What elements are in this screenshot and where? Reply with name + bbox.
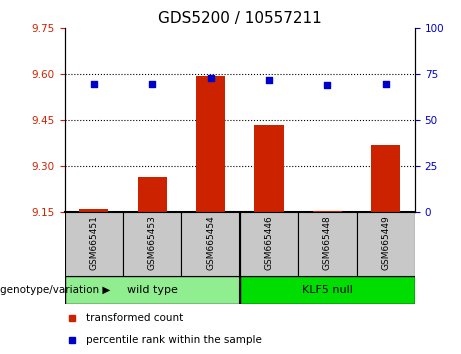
Bar (240, 276, 415, 304)
Text: GSM665446: GSM665446 (265, 216, 273, 270)
Point (324, 82, 331, 88)
Bar (356, 212, 415, 276)
Text: wild type: wild type (127, 285, 177, 295)
Point (382, 81, 390, 86)
Text: percentile rank within the sample: percentile rank within the sample (86, 335, 261, 345)
Bar (313, 211, 342, 212)
Point (265, 77, 272, 83)
Bar (65, 212, 123, 276)
Bar (65, 276, 240, 304)
Bar (254, 125, 284, 212)
Text: transformed count: transformed count (86, 313, 183, 323)
Text: genotype/variation ▶: genotype/variation ▶ (0, 285, 110, 295)
Bar (79, 209, 108, 212)
Point (90, 81, 97, 86)
Bar (137, 177, 167, 212)
Point (207, 75, 214, 81)
Bar (240, 212, 298, 276)
Text: GSM665451: GSM665451 (89, 216, 98, 270)
Bar (196, 76, 225, 212)
Bar (181, 212, 240, 276)
Point (148, 81, 156, 86)
Bar (298, 212, 356, 276)
Title: GDS5200 / 10557211: GDS5200 / 10557211 (158, 11, 322, 26)
Bar (123, 212, 181, 276)
Text: GSM665449: GSM665449 (381, 216, 390, 270)
Text: GSM665453: GSM665453 (148, 216, 157, 270)
Bar (371, 145, 400, 212)
Text: GSM665454: GSM665454 (206, 216, 215, 270)
Text: GSM665448: GSM665448 (323, 216, 332, 270)
Text: KLF5 null: KLF5 null (302, 285, 353, 295)
